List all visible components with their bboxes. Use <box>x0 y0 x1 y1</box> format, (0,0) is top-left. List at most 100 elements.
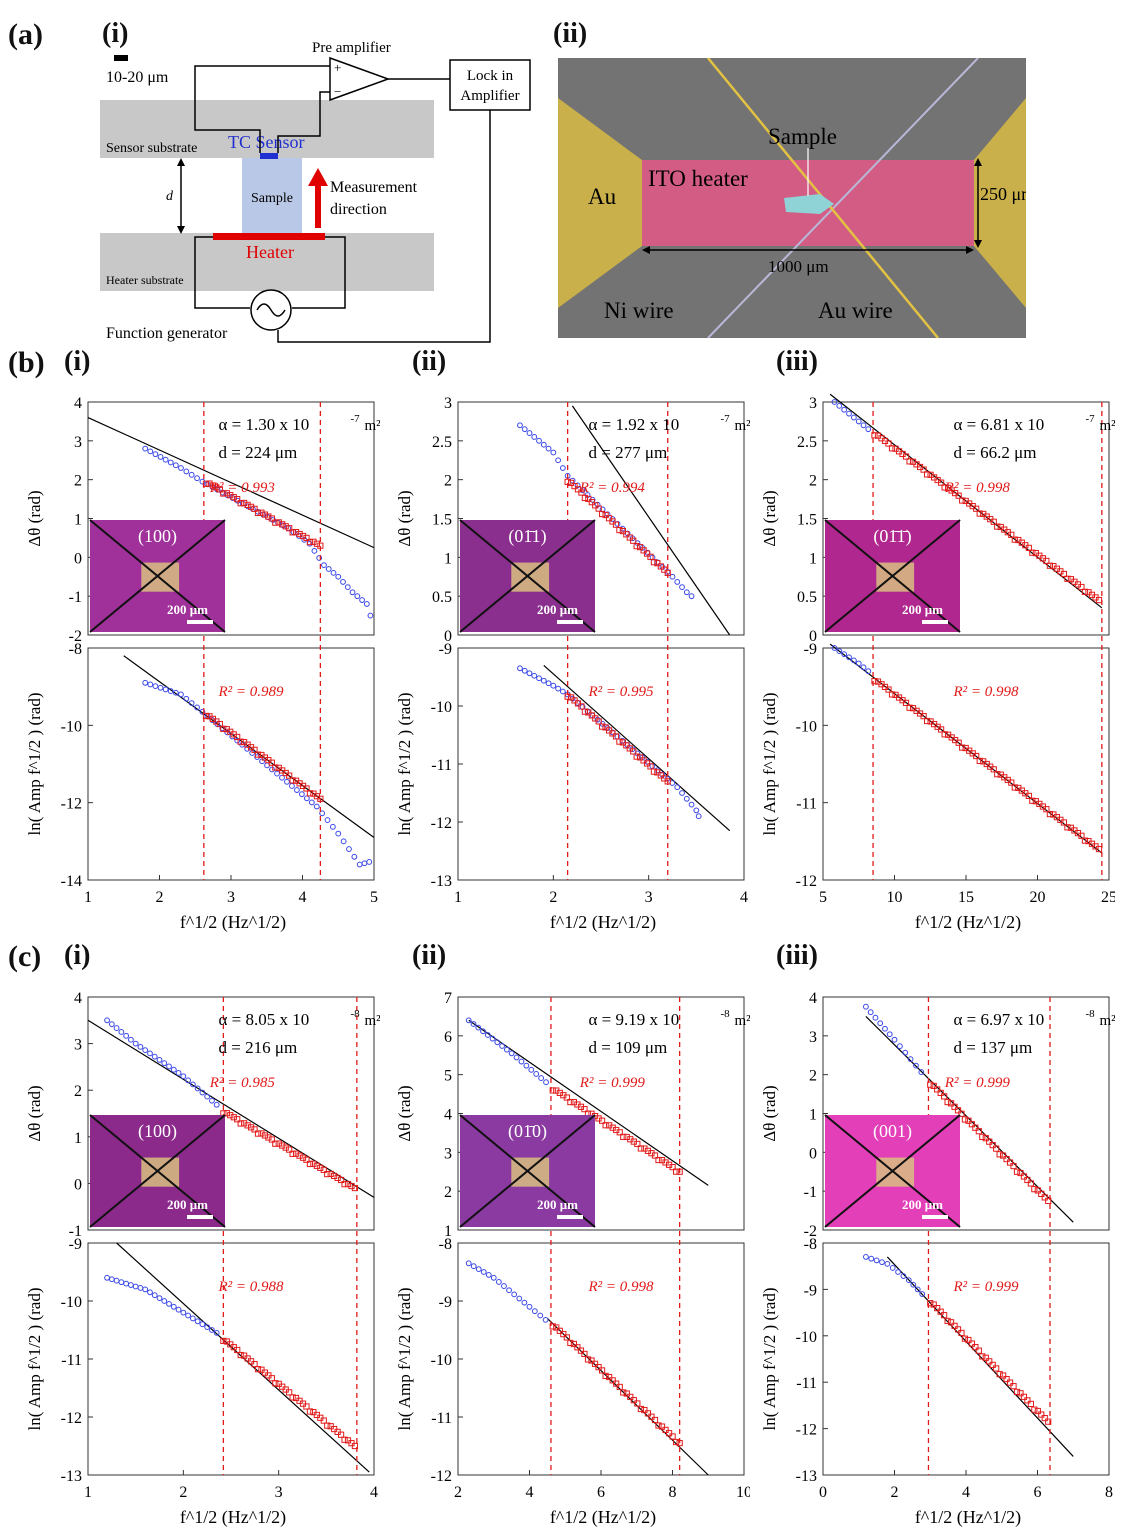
data-point-red <box>282 1144 289 1151</box>
data-point-red <box>1031 1186 1038 1193</box>
data-point-red <box>598 1367 606 1374</box>
bottom-plot-frame <box>822 1242 1110 1476</box>
alpha-exponent: -8 <box>721 1008 731 1020</box>
inset-scale-label: 200 μm <box>167 1197 208 1212</box>
data-point-red <box>979 1133 986 1140</box>
data-point-blue <box>537 1312 544 1319</box>
sample-crystal <box>784 194 834 214</box>
x-tick-label: 0 <box>819 1484 827 1501</box>
data-point-blue <box>180 1073 187 1080</box>
data-point-red <box>976 757 983 764</box>
chart-c_ii: 7 6 5 4 3 2 1 R² = 0.999 Δθ (rad) -8 -9 -10 -11 -12 R²… <box>395 990 750 1528</box>
data-point-red <box>976 510 983 517</box>
data-point-red <box>902 699 910 706</box>
data-point-red <box>606 1373 613 1381</box>
data-point-red <box>938 479 945 486</box>
data-point-red <box>598 1117 606 1124</box>
data-point-blue <box>517 665 523 672</box>
data-point-red <box>247 1124 255 1131</box>
data-point-blue <box>559 465 566 471</box>
x-tick-label: 2 <box>454 1484 462 1501</box>
data-point-red <box>286 772 293 779</box>
data-point-red <box>317 1164 324 1171</box>
label-a: (a) <box>8 18 43 51</box>
data-point-blue <box>902 1049 909 1056</box>
data-point-red <box>251 505 258 512</box>
au-pad-right <box>974 98 1026 308</box>
data-point-red <box>563 1334 570 1341</box>
y-tick-label: 1 <box>444 550 452 567</box>
data-point-blue <box>516 1295 523 1302</box>
inset-orientation-label: (100) <box>138 1121 177 1142</box>
data-point-red <box>570 1340 577 1348</box>
y-axis-label-dtheta: Δθ (rad) <box>25 1085 44 1141</box>
label-b: (b) <box>8 346 45 379</box>
data-point-red <box>1017 1169 1024 1177</box>
data-point-red <box>612 733 620 740</box>
data-point-blue <box>142 1286 149 1293</box>
data-point-blue <box>161 1060 168 1067</box>
data-point-red <box>1025 544 1032 551</box>
data-point-red <box>605 515 613 522</box>
data-point-blue <box>831 399 838 405</box>
alpha-exponent: -7 <box>721 413 731 425</box>
data-point-red <box>637 544 644 551</box>
data-point-blue <box>470 1021 477 1027</box>
data-point-red <box>1095 845 1103 853</box>
data-point-blue <box>536 437 542 444</box>
data-point-red <box>634 1140 641 1148</box>
data-point-red <box>234 1346 241 1354</box>
chart-c_i: 4 3 2 1 0 -1 R² = 0.985 Δθ (rad) -9 -10 -11 -12 -13 R… <box>25 990 381 1528</box>
data-point-blue <box>344 584 351 591</box>
inset-cross-line <box>459 519 596 633</box>
data-point-red <box>327 1170 334 1177</box>
data-point-blue <box>863 1254 869 1260</box>
data-point-blue <box>213 1101 220 1108</box>
alpha-unit: m²s⁻¹ <box>365 1013 381 1029</box>
data-point-red <box>303 534 310 542</box>
y-tick-label: -10 <box>431 699 452 716</box>
y-tick-label: 2 <box>809 1068 817 1085</box>
data-point-red <box>630 748 637 755</box>
data-point-red <box>265 1134 272 1141</box>
data-point-red <box>1060 570 1068 578</box>
data-point-red <box>334 1174 341 1182</box>
thickness-value: d = 216 μm <box>219 1038 298 1057</box>
x-tick-label: 1 <box>84 889 92 906</box>
y-tick-label: 4 <box>74 395 82 412</box>
x-axis-label: f^1/2 (Hz^1/2) <box>550 1507 656 1528</box>
inset-cross-line <box>89 1114 226 1228</box>
data-point-red <box>955 739 962 746</box>
data-point-blue <box>511 1291 518 1298</box>
data-point-blue <box>555 457 562 464</box>
data-point-red <box>655 1156 662 1164</box>
data-point-blue <box>693 807 700 814</box>
data-point-blue <box>850 657 857 664</box>
x-axis-label: f^1/2 (Hz^1/2) <box>915 1507 1021 1528</box>
data-point-blue <box>877 1020 884 1027</box>
data-point-red <box>556 1327 563 1334</box>
data-point-blue <box>485 1272 492 1278</box>
r-squared-label: R² = 0.999 <box>579 1075 646 1091</box>
inset-scale-bar <box>187 1215 213 1219</box>
data-point-red <box>1010 1162 1017 1170</box>
data-point-red <box>574 1344 581 1351</box>
data-point-blue <box>189 1315 196 1322</box>
data-point-blue <box>303 795 310 802</box>
data-point-red <box>265 513 272 520</box>
data-point-red <box>592 502 599 509</box>
data-point-blue <box>465 1260 472 1267</box>
data-point-blue <box>919 1291 926 1297</box>
data-point-blue <box>324 817 331 823</box>
bottom-plot-frame <box>822 647 1110 881</box>
data-point-blue <box>850 414 857 421</box>
data-point-blue <box>340 838 347 845</box>
data-point-red <box>1008 531 1015 538</box>
data-point-red <box>871 678 878 685</box>
x-tick-label: 4 <box>370 1484 378 1501</box>
data-point-red <box>633 753 640 760</box>
x-tick-label: 25 <box>1101 889 1115 906</box>
data-point-red <box>947 1319 955 1326</box>
data-point-blue <box>183 468 190 475</box>
x-tick-label: 5 <box>370 889 378 906</box>
